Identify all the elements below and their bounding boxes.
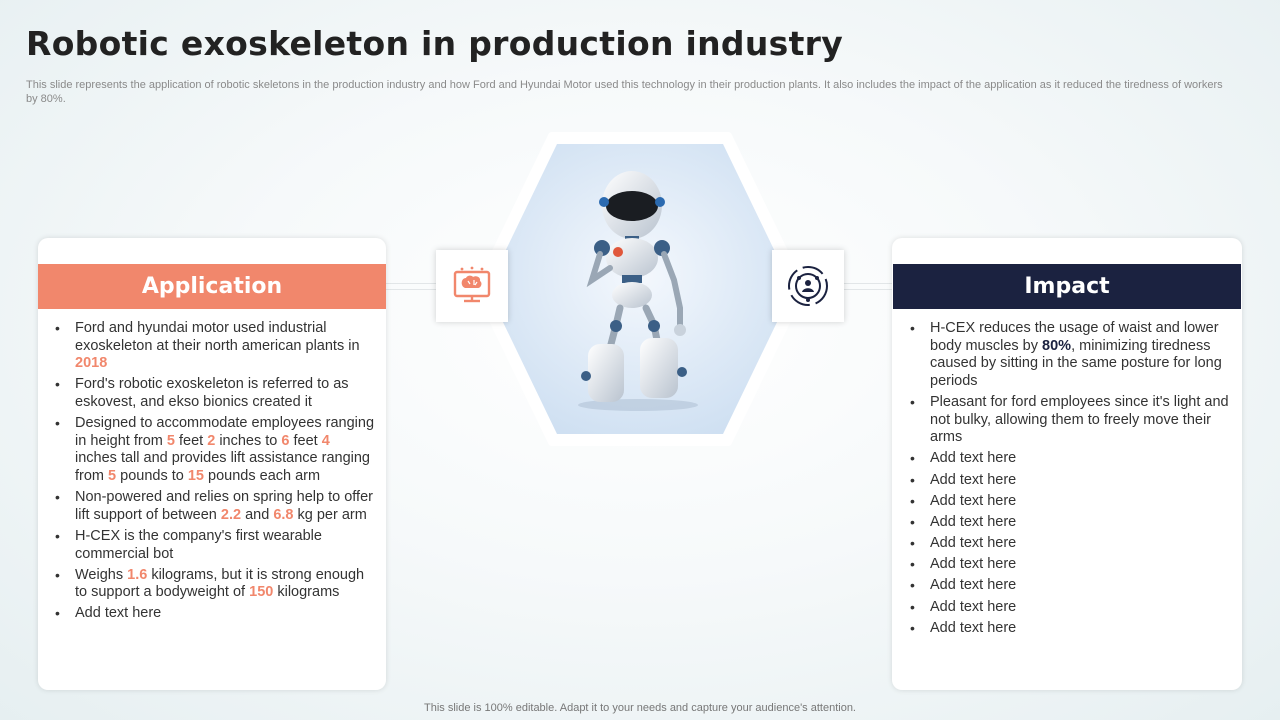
list-text: Add text here [930, 619, 1017, 636]
brain-monitor-icon-box [436, 250, 508, 322]
impact-list-item: H-CEX reduces the usage of waist and low… [908, 320, 1230, 390]
list-text: inches tall and provides lift assistance… [75, 450, 370, 484]
list-text: Add text here [930, 598, 1017, 615]
list-text: pounds to [116, 467, 188, 484]
list-text: Add text here [930, 535, 1017, 552]
highlight-value: 2.2 [220, 506, 242, 523]
footer-note: This slide is 100% editable. Adapt it to… [424, 702, 856, 714]
application-list-item: Ford's robotic exoskeleton is referred t… [53, 376, 375, 411]
list-text: , minimizing tiredness caused by sitting… [930, 337, 1222, 389]
impact-list-item: Add text here [908, 514, 1230, 532]
highlight-value: 6.8 [273, 506, 294, 523]
list-text: Non-powered and relies on spring help to… [75, 489, 373, 523]
highlight-value: 1.6 [127, 566, 148, 583]
list-text: H-CEX reduces the usage of waist and low… [930, 320, 1219, 354]
application-list-item: Ford and hyundai motor used industrial e… [53, 320, 375, 373]
page-title: Robotic exoskeleton in production indust… [26, 24, 844, 63]
highlight-value: 15 [187, 467, 204, 484]
application-list-item: Weighs 1.6 kilograms, but it is strong e… [53, 567, 375, 602]
impact-list-item: Add text here [908, 620, 1230, 638]
application-list-item: Non-powered and relies on spring help to… [53, 489, 375, 524]
list-text: Pleasant for ford employees since it's l… [930, 393, 1229, 446]
robot-hexagon [470, 130, 810, 448]
impact-list-item: Add text here [908, 535, 1230, 553]
list-text: Add text here [930, 471, 1017, 488]
impact-list-item: Add text here [908, 577, 1230, 595]
list-text: and [241, 506, 274, 523]
list-text: pounds each arm [204, 467, 321, 484]
impact-list-item: Add text here [908, 493, 1230, 511]
list-text: Ford and hyundai motor used industrial e… [75, 320, 360, 354]
list-text: Add text here [930, 556, 1017, 573]
page-subtitle: This slide represents the application of… [26, 79, 1223, 105]
list-text: H-CEX is the company's first wearable co… [75, 527, 322, 562]
list-text: Ford's robotic exoskeleton is referred t… [75, 376, 349, 410]
right-connector [842, 283, 894, 290]
application-list-item: H-CEX is the company's first wearable co… [53, 528, 375, 563]
highlight-value: 150 [249, 584, 274, 601]
impact-list-item: Add text here [908, 599, 1230, 617]
highlight-value: 5 [108, 467, 117, 484]
list-text: Weighs [75, 566, 128, 583]
highlight-value: 80% [1042, 337, 1072, 354]
application-list-item: Designed to accommodate employees rangin… [53, 415, 375, 485]
list-text: Add text here [930, 492, 1017, 509]
impact-heading: Impact [893, 264, 1241, 309]
application-list-item: Add text here [53, 605, 375, 623]
highlight-value: 6 [281, 432, 290, 449]
highlight-value: 2 [207, 432, 216, 449]
list-text: Add text here [75, 605, 162, 622]
highlight-value: 5 [166, 432, 175, 449]
list-text: Designed to accommodate employees rangin… [75, 415, 375, 449]
list-text: feet [289, 432, 322, 449]
impact-list-item: Add text here [908, 472, 1230, 490]
highlight-value: 4 [321, 432, 330, 449]
impact-list-item: Pleasant for ford employees since it's l… [908, 394, 1230, 447]
impact-list-item: Add text here [908, 450, 1230, 468]
impact-list: H-CEX reduces the usage of waist and low… [908, 320, 1230, 641]
target-people-icon-box [772, 250, 844, 322]
left-connector [386, 283, 438, 290]
list-text: Add text here [930, 513, 1017, 530]
list-text: Add text here [930, 450, 1017, 467]
list-text: kg per arm [293, 506, 367, 523]
brain-monitor-icon [453, 266, 491, 303]
list-text: inches to [215, 432, 282, 449]
list-text: Add text here [930, 577, 1017, 594]
robot-illustration [578, 171, 698, 411]
list-text: kilograms, but it is strong enough to su… [75, 566, 365, 601]
target-people-icon [788, 266, 828, 306]
application-heading: Application [38, 264, 386, 309]
list-text: feet [174, 432, 208, 449]
highlight-value: 2018 [75, 355, 108, 372]
impact-list-item: Add text here [908, 556, 1230, 574]
application-list: Ford and hyundai motor used industrial e… [53, 320, 375, 627]
list-text: kilograms [273, 584, 340, 601]
